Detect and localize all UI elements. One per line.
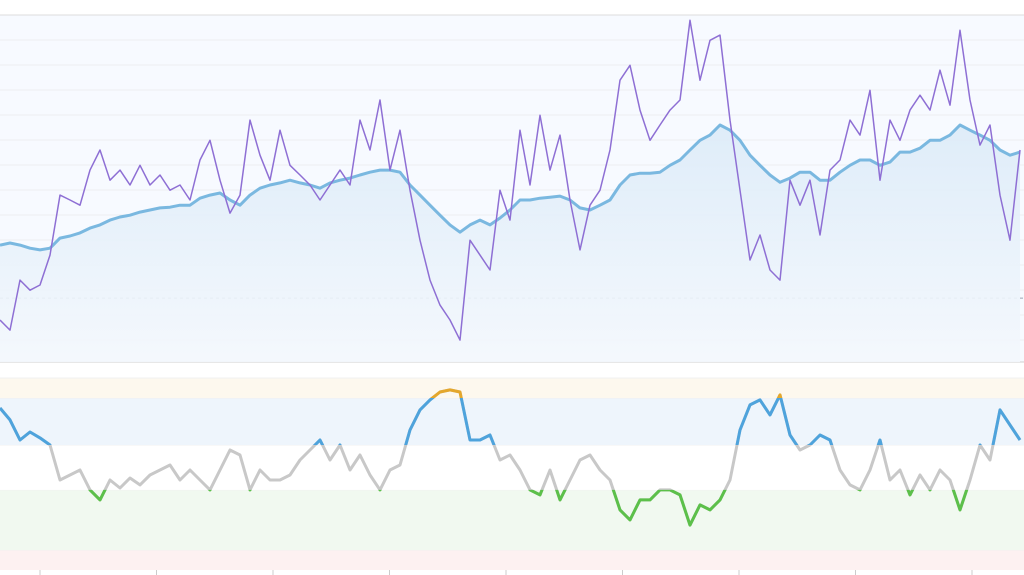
zone-band [0, 550, 1024, 570]
zone-band [0, 397, 1024, 446]
series-line [0, 388, 1022, 527]
series-line [0, 19, 1021, 341]
zone-band [0, 489, 1024, 551]
zone-band [0, 378, 1024, 398]
series-area [0, 125, 1020, 362]
series-line [0, 123, 1021, 252]
